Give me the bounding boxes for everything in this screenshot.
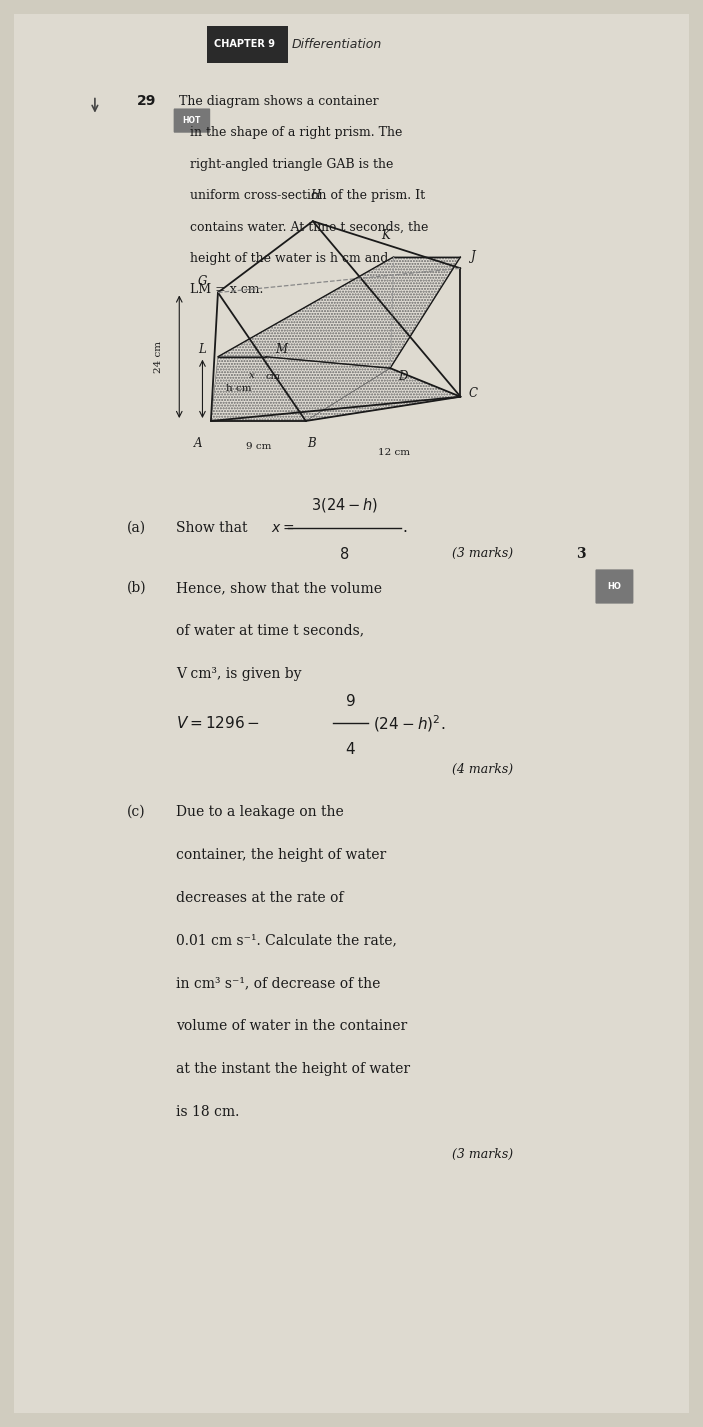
Text: $9$: $9$ [344, 692, 356, 709]
Text: $4$: $4$ [344, 741, 356, 758]
Text: $8$: $8$ [340, 545, 349, 562]
Text: J: J [471, 250, 475, 264]
Text: B: B [307, 437, 316, 451]
Text: (a): (a) [127, 521, 146, 535]
Text: D: D [398, 370, 408, 384]
Text: G: G [198, 274, 207, 288]
Text: (3 marks): (3 marks) [452, 547, 513, 561]
Text: x: x [249, 371, 254, 380]
Text: is 18 cm.: is 18 cm. [176, 1104, 239, 1119]
Text: A: A [194, 437, 202, 451]
Text: 12 cm: 12 cm [378, 448, 410, 457]
FancyBboxPatch shape [207, 26, 288, 63]
Text: V cm³, is given by: V cm³, is given by [176, 666, 302, 681]
Text: L: L [198, 342, 207, 357]
Text: .: . [403, 521, 408, 535]
Polygon shape [211, 357, 390, 421]
FancyBboxPatch shape [174, 108, 210, 133]
Text: in cm³ s⁻¹, of decrease of the: in cm³ s⁻¹, of decrease of the [176, 976, 380, 990]
Text: (3 marks): (3 marks) [452, 1147, 513, 1162]
Text: CHAPTER 9: CHAPTER 9 [214, 39, 276, 50]
Text: of water at time t seconds,: of water at time t seconds, [176, 624, 364, 638]
Text: $x =$: $x =$ [271, 521, 294, 535]
Text: (c): (c) [127, 805, 145, 819]
Text: height of the water is h cm and: height of the water is h cm and [190, 251, 388, 265]
FancyBboxPatch shape [14, 14, 689, 1413]
Text: container, the height of water: container, the height of water [176, 848, 386, 862]
Text: HOT: HOT [183, 116, 201, 126]
Text: cm: cm [265, 372, 280, 381]
Text: Hence, show that the volume: Hence, show that the volume [176, 581, 382, 595]
Text: Due to a leakage on the: Due to a leakage on the [176, 805, 344, 819]
Text: (4 marks): (4 marks) [452, 762, 513, 776]
Text: (b): (b) [127, 581, 146, 595]
Polygon shape [306, 368, 460, 421]
Text: decreases at the rate of: decreases at the rate of [176, 890, 343, 905]
Text: volume of water in the container: volume of water in the container [176, 1019, 407, 1033]
Text: $V = 1296 -$: $V = 1296 -$ [176, 715, 259, 732]
Text: C: C [469, 387, 477, 401]
Text: LM = x cm.: LM = x cm. [190, 283, 263, 297]
Text: 9 cm: 9 cm [245, 442, 271, 451]
Text: M: M [275, 342, 288, 357]
Text: $3(24-h)$: $3(24-h)$ [311, 497, 378, 514]
Text: in the shape of a right prism. The: in the shape of a right prism. The [190, 126, 402, 140]
Text: HO: HO [607, 582, 621, 591]
Text: The diagram shows a container: The diagram shows a container [179, 94, 379, 108]
Text: 24 cm: 24 cm [154, 341, 162, 372]
Text: K: K [381, 228, 389, 243]
Text: contains water. At time t seconds, the: contains water. At time t seconds, the [190, 220, 428, 234]
Text: 3: 3 [576, 547, 586, 561]
Text: 0.01 cm s⁻¹. Calculate the rate,: 0.01 cm s⁻¹. Calculate the rate, [176, 933, 396, 948]
Text: h cm: h cm [226, 384, 252, 394]
Text: right-angled triangle GAB is the: right-angled triangle GAB is the [190, 157, 393, 171]
Text: Differentiation: Differentiation [292, 37, 382, 51]
Text: uniform cross-section of the prism. It: uniform cross-section of the prism. It [190, 188, 425, 203]
Text: $(24 - h)^2.$: $(24 - h)^2.$ [373, 714, 446, 733]
FancyBboxPatch shape [595, 569, 633, 604]
Text: H: H [310, 188, 320, 203]
Text: Show that: Show that [176, 521, 247, 535]
Polygon shape [218, 257, 460, 368]
Text: 29: 29 [137, 94, 157, 108]
Text: at the instant the height of water: at the instant the height of water [176, 1062, 410, 1076]
